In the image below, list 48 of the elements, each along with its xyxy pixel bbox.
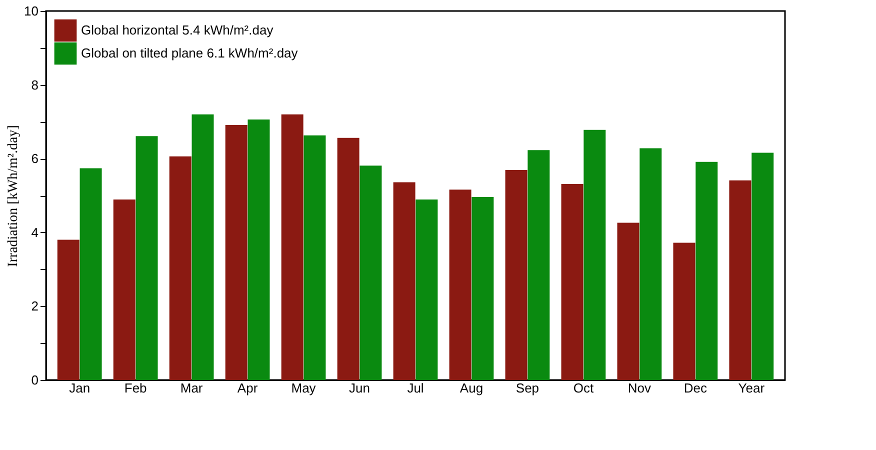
y-axis-title: Irradiation [kWh/m².day] [6,125,22,267]
bar [360,166,382,380]
x-tick-label: Jul [407,380,424,396]
bar [113,200,136,380]
y-tick-label: 0 [31,372,38,388]
bar [169,156,192,380]
bar [561,184,584,380]
y-tick-label: 10 [24,4,38,18]
legend-label: Global on tilted plane 6.1 kWh/m².day [81,46,298,60]
bar [393,182,416,380]
x-tick-label: Dec [684,380,708,396]
bar [337,138,360,380]
legend-label: Global horizontal 5.4 kWh/m².day [81,22,274,38]
x-tick-label: Feb [124,380,147,396]
x-tick-label: Aug [460,380,484,396]
bar [192,114,214,380]
bar [136,136,158,380]
bar [617,222,640,380]
x-tick-label: Apr [237,380,258,396]
x-tick-label: Mar [180,380,204,396]
bar [472,196,494,380]
y-tick-label: 8 [31,77,38,92]
bar [80,168,102,380]
x-tick-label: May [291,380,316,396]
y-tick-label: 6 [31,151,38,166]
x-tick-label: Oct [573,380,594,396]
bar [57,240,80,380]
bar [729,180,752,380]
bar [505,170,528,380]
bar [584,130,606,380]
bar [696,162,718,380]
y-tick-label: 2 [31,298,38,314]
bar [528,150,550,380]
bar [416,200,438,380]
x-tick-label: Year [738,380,766,396]
bar [281,114,304,380]
x-tick-label: Jan [69,380,90,396]
bar [673,242,696,380]
x-tick-label: Sep [516,380,540,396]
bar [225,125,248,380]
bar [304,135,326,380]
bar [752,152,774,380]
bar [449,190,472,380]
y-tick-label: 4 [31,224,38,240]
bar [640,148,662,380]
x-tick-label: Nov [628,380,652,396]
bar [248,119,270,380]
x-tick-label: Jun [349,380,370,396]
